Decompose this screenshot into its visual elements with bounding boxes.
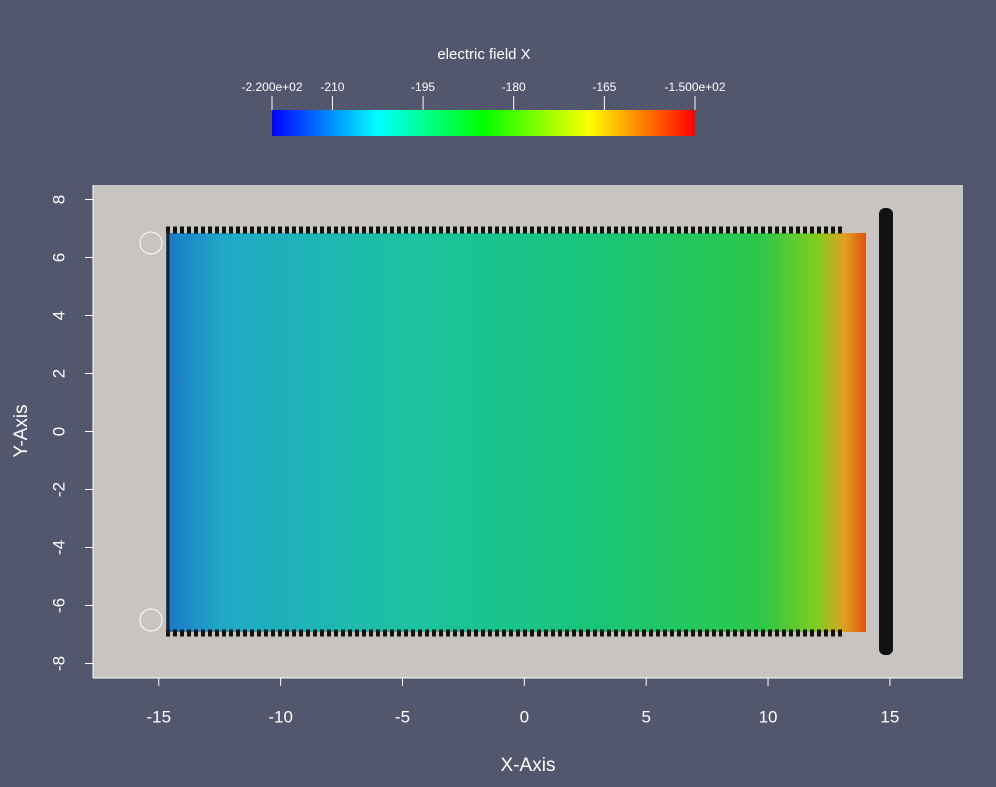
x-tick-label: -15: [147, 707, 172, 726]
colorbar-tick-label: -180: [502, 80, 526, 94]
colorbar-title: electric field X: [437, 46, 530, 63]
x-tick-label: 15: [880, 707, 899, 726]
colorbar-tick-label: -1.500e+02: [664, 80, 725, 94]
y-tick-label: 6: [49, 253, 68, 262]
colorbar-tick-label: -195: [411, 80, 435, 94]
y-tick-label: -2: [49, 482, 68, 497]
electrode-right: [879, 208, 893, 655]
y-tick-label: -8: [49, 656, 68, 671]
x-axis-label: X-Axis: [501, 755, 556, 776]
x-tick-label: 5: [641, 707, 650, 726]
x-tick-label: -10: [268, 707, 293, 726]
y-tick-label: 8: [49, 195, 68, 204]
y-axis-label: Y-Axis: [11, 404, 32, 457]
x-tick-label: 10: [759, 707, 778, 726]
colorbar: [272, 110, 695, 136]
y-tick-label: 4: [49, 311, 68, 320]
y-tick-label: 0: [49, 427, 68, 436]
y-tick-label: 2: [49, 369, 68, 378]
field: [166, 233, 866, 632]
colorbar-tick-label: -210: [320, 80, 344, 94]
outline: [139, 608, 163, 632]
x-tick-label: -5: [395, 707, 410, 726]
colorbar-tick-label: -2.200e+02: [241, 80, 302, 94]
x-tick-label: 0: [520, 707, 529, 726]
y-tick-label: -6: [49, 598, 68, 613]
y-tick-label: -4: [49, 540, 68, 555]
colorbar-tick-label: -165: [592, 80, 616, 94]
outline: [139, 231, 163, 255]
